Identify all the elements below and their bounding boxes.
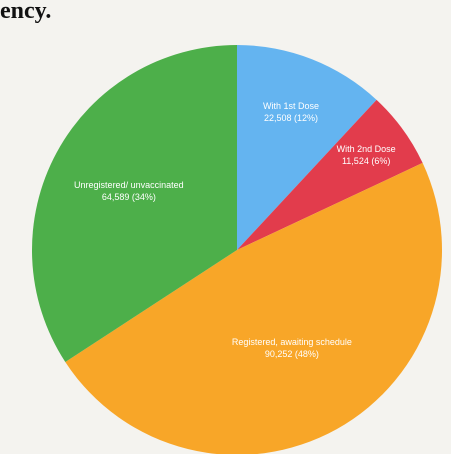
slice-value-label: 11,524 (6%) (342, 156, 390, 166)
slice-label: Unregistered/ unvaccinated (74, 180, 184, 190)
slice-label: Registered, awaiting schedule (232, 337, 352, 347)
slice-label: With 2nd Dose (337, 144, 396, 154)
pie-slice (65, 162, 442, 454)
slice-value-label: 64,589 (34%) (102, 192, 156, 202)
pie-slice (237, 99, 423, 250)
slice-value-label: 22,508 (12%) (264, 113, 318, 123)
pie-slice (32, 45, 237, 362)
chart-title: ency. (0, 0, 51, 24)
pie-slice (237, 45, 377, 250)
slice-value-label: 90,252 (48%) (265, 349, 319, 359)
slice-label: With 1st Dose (263, 101, 319, 111)
